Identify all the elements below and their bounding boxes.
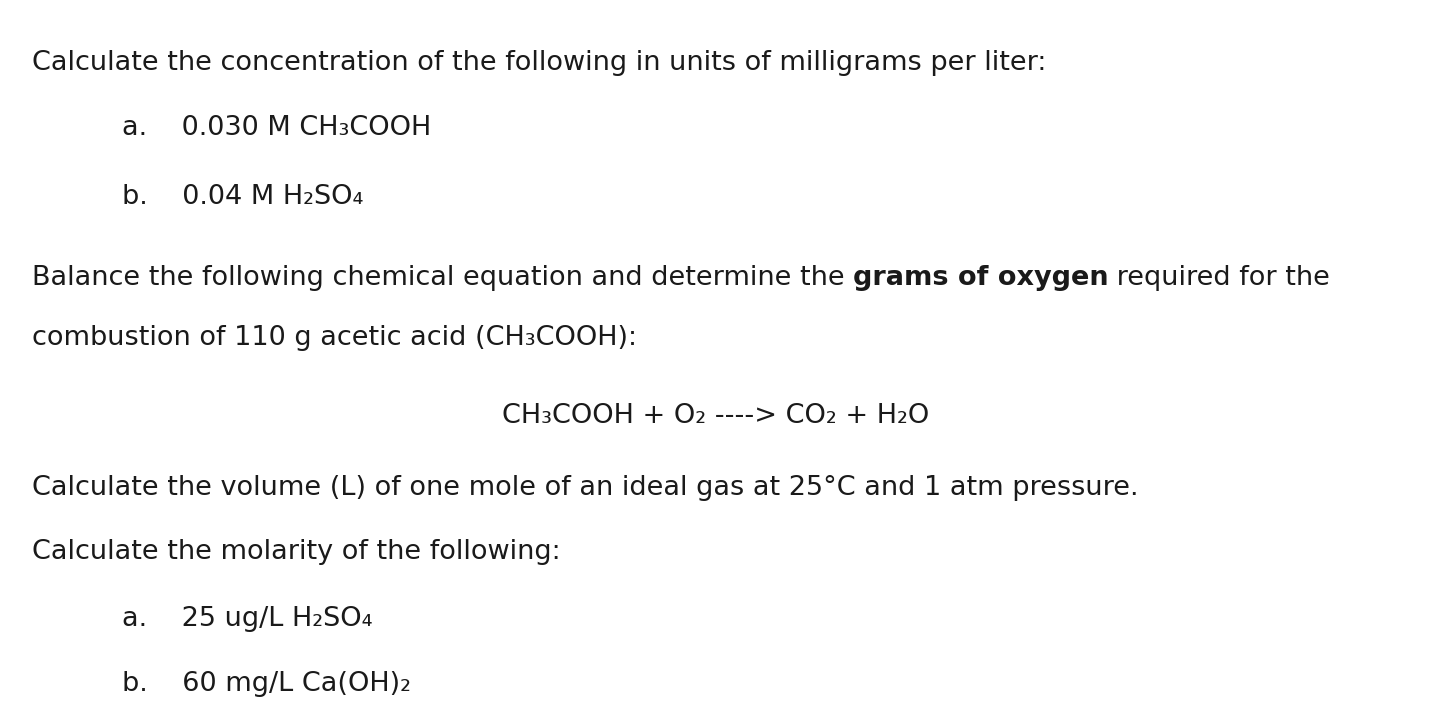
Text: CH₃COOH + O₂ ----> CO₂ + H₂O: CH₃COOH + O₂ ----> CO₂ + H₂O [503, 403, 929, 429]
Text: b.    60 mg/L Ca(OH)₂: b. 60 mg/L Ca(OH)₂ [122, 671, 411, 697]
Text: Calculate the concentration of the following in units of milligrams per liter:: Calculate the concentration of the follo… [32, 50, 1045, 76]
Text: Calculate the molarity of the following:: Calculate the molarity of the following: [32, 539, 560, 564]
Text: required for the: required for the [1108, 265, 1330, 291]
Text: b.    0.04 M H₂SO₄: b. 0.04 M H₂SO₄ [122, 184, 364, 210]
Text: Calculate the volume (L) of one mole of an ideal gas at 25°C and 1 atm pressure.: Calculate the volume (L) of one mole of … [32, 475, 1138, 501]
Text: grams of oxygen: grams of oxygen [852, 265, 1108, 291]
Text: a.    0.030 M CH₃COOH: a. 0.030 M CH₃COOH [122, 115, 431, 141]
Text: combustion of 110 g acetic acid (CH₃COOH):: combustion of 110 g acetic acid (CH₃COOH… [32, 325, 636, 351]
Text: a.    25 ug/L H₂SO₄: a. 25 ug/L H₂SO₄ [122, 606, 372, 632]
Text: Balance the following chemical equation and determine the: Balance the following chemical equation … [32, 265, 852, 291]
